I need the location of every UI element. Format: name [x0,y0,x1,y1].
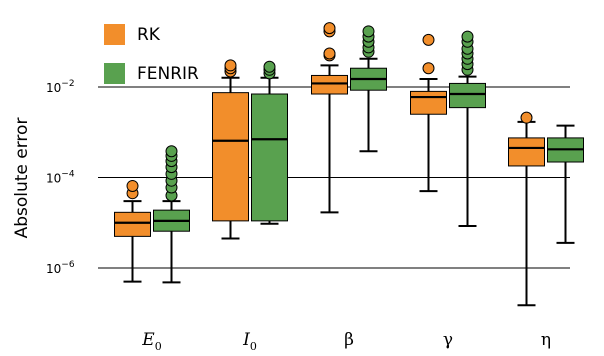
outlier-point [461,30,474,43]
y-axis-label: Absolute error [12,118,32,239]
box-fenrir [251,60,288,225]
y-tick-label: 10−2 [46,79,75,95]
box-rk [114,179,151,283]
y-tick-label: 10−4 [46,170,75,186]
x-category-label: I0 [242,330,257,353]
outlier-point [422,33,435,46]
box-fenrir [547,124,584,244]
outlier-point [323,47,336,60]
box-iqr [114,211,151,237]
x-category-labels: E0 I0 β γ η [141,330,551,353]
box-fenrir [350,25,387,153]
box-fenrir [153,145,190,284]
box-iqr [508,137,545,167]
box-iqr [410,90,447,115]
legend-label: FENRIR [137,64,199,84]
x-category-label: β [344,330,354,350]
legend-swatch [104,63,125,84]
x-category-label: γ [443,330,453,350]
outlier-point [362,25,375,38]
y-tick-label: 10−6 [46,260,75,276]
x-category-label: E0 [141,330,161,353]
box-iqr [311,74,348,95]
box-rk [311,22,348,214]
box-iqr [212,92,249,222]
outlier-point [323,22,336,35]
legend: RK FENRIR [104,24,199,84]
outlier-point [165,145,178,158]
legend-swatch [104,24,125,45]
box-rk [508,111,545,307]
legend-label: RK [137,25,161,45]
box-rk [410,33,447,193]
box-iqr [251,93,288,222]
box-series [114,22,584,307]
outlier-point [422,62,435,75]
x-category-label: η [541,330,551,350]
box-rk [212,59,249,240]
outlier-point [520,111,533,124]
outlier-point [224,59,237,72]
outlier-point [263,60,276,73]
y-tick-labels: 10−6 10−4 10−2 [46,79,75,276]
outlier-point [126,179,139,192]
box-iqr [449,82,486,109]
box-fenrir [449,30,486,227]
